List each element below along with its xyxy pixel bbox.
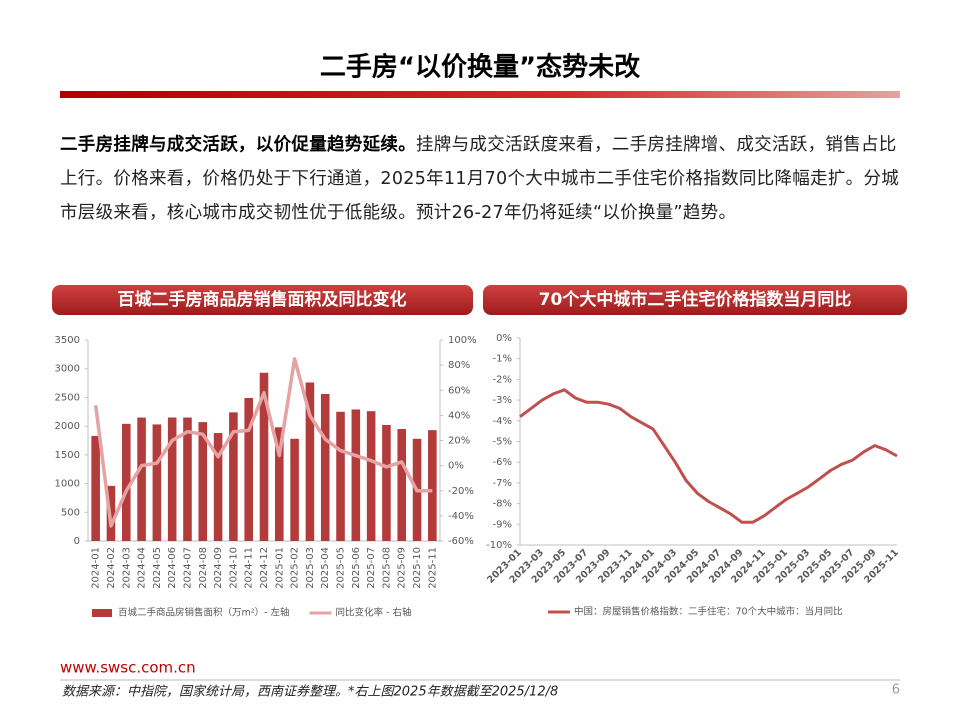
bar: [290, 438, 299, 541]
bar: [259, 372, 269, 541]
bar: [91, 435, 100, 541]
legend-label: 同比变化率 - 右轴: [336, 607, 412, 619]
bar: [198, 422, 208, 541]
footer-source: 数据来源：中指院，国家统计局，西南证券整理。*右上图2025年数据截至2025/…: [62, 684, 558, 700]
chart-banner: [52, 285, 473, 315]
bar: [152, 424, 162, 541]
bar: [121, 423, 131, 541]
x-tick-label: 2024-02: [106, 547, 117, 589]
x-tick-label: 2024-06: [167, 547, 178, 589]
y-tick-label: 1500: [55, 450, 80, 461]
x-tick-label: 2025-06: [351, 547, 362, 589]
y-tick-label: 80%: [448, 360, 470, 371]
y-tick-label: 0: [74, 536, 80, 547]
y-tick-label: 60%: [448, 385, 470, 396]
x-tick-label: 2025-05: [336, 547, 347, 589]
bar: [137, 417, 146, 541]
x-tick-label: 2025-03: [305, 547, 316, 589]
x-tick-label: 2024-05: [152, 547, 163, 589]
slide-title: 二手房“以价换量”态势未改: [320, 52, 640, 83]
x-tick-label: 2025-11: [427, 547, 438, 589]
x-tick-label: 2024-03: [121, 547, 132, 589]
y-tick-label: 2000: [55, 421, 80, 432]
summary-lead: 二手房挂牌与成交活跃，以价促量趋势延续。: [60, 135, 416, 155]
y-tick-label: 1000: [55, 479, 80, 490]
x-tick-label: 2025-04: [320, 547, 331, 589]
x-tick-label: 2025-09: [397, 547, 408, 589]
x-tick-label: 2024-07: [182, 547, 193, 589]
summary-text: 二手房挂牌与成交活跃，以价促量趋势延续。挂牌与成交活跃度来看，二手房挂牌增、成交…: [60, 128, 910, 230]
bar: [336, 411, 345, 541]
y-tick-label: 0%: [448, 461, 464, 472]
line: [519, 388, 898, 524]
x-tick-label: 2024-10: [228, 547, 239, 589]
bar: [244, 398, 253, 541]
bar: [275, 427, 284, 541]
summary-body: 挂牌与成交活跃度来看，二手房挂牌增、成交活跃，销售占比上行。价格来看，价格仍处于…: [60, 135, 900, 223]
chart-banner: [483, 285, 907, 315]
x-tick-label: 2024-08: [198, 547, 209, 589]
bar: [305, 382, 315, 541]
chart-title: 百城二手房商品房销售面积及同比变化: [118, 289, 407, 310]
bar: [428, 430, 437, 541]
x-tick-label: 2024-12: [259, 547, 270, 589]
line: [93, 357, 433, 528]
y-tick-label: 100%: [448, 335, 477, 346]
y-tick-label: -8%: [493, 499, 512, 510]
bar: [183, 417, 192, 541]
legend-label: 中国：房屋销售价格指数：二手住宅：70个大中城市：当月同比: [574, 606, 843, 618]
y-tick-label: -3%: [493, 395, 512, 406]
y-tick-label: -9%: [493, 519, 512, 530]
y-tick-label: -5%: [493, 437, 512, 448]
x-tick-label: 2025-02: [290, 547, 301, 589]
bar: [320, 393, 330, 541]
y-tick-label: -6%: [493, 457, 512, 468]
x-tick-label: 2025-10: [412, 547, 423, 589]
y-tick-label: -60%: [448, 536, 474, 547]
bar: [213, 433, 223, 541]
y-tick-label: -2%: [493, 374, 512, 385]
x-tick-label: 2025-08: [381, 547, 392, 589]
title-rule: [60, 91, 900, 98]
y-tick-label: -4%: [493, 416, 512, 427]
x-tick-label: 2024-11: [244, 547, 255, 589]
y-tick-label: 500: [61, 507, 80, 518]
chart-title: 70个大中城市二手住宅价格指数当月同比: [539, 289, 852, 310]
y-tick-label: 2500: [55, 392, 80, 403]
bar: [351, 409, 361, 541]
x-tick-label: 2024-01: [91, 547, 102, 589]
y-tick-label: 3000: [55, 364, 80, 375]
page-number: 6: [892, 683, 900, 698]
legend-label: 百城二手商品房销售面积（万m²）- 左轴: [118, 607, 290, 619]
x-tick-label: 2025-01: [274, 547, 285, 589]
y-tick-label: 3500: [55, 335, 80, 346]
footer-url: www.swsc.com.cn: [60, 659, 196, 677]
y-tick-label: -40%: [448, 511, 474, 522]
bar: [167, 417, 177, 541]
y-tick-label: 20%: [448, 436, 470, 447]
x-tick-label: 2024-04: [137, 547, 148, 589]
bar: [382, 424, 391, 541]
y-tick-label: 0%: [496, 333, 512, 344]
y-tick-label: 40%: [448, 410, 470, 421]
y-tick-label: -1%: [493, 354, 512, 365]
y-tick-label: -7%: [493, 478, 512, 489]
y-tick-label: -20%: [448, 486, 474, 497]
legend-swatch: [92, 609, 112, 617]
y-tick-label: -10%: [486, 540, 512, 551]
bar: [229, 412, 238, 541]
bar: [366, 411, 376, 541]
x-tick-label: 2025-07: [366, 547, 377, 589]
bar: [397, 429, 407, 541]
x-tick-label: 2024-09: [213, 547, 224, 589]
